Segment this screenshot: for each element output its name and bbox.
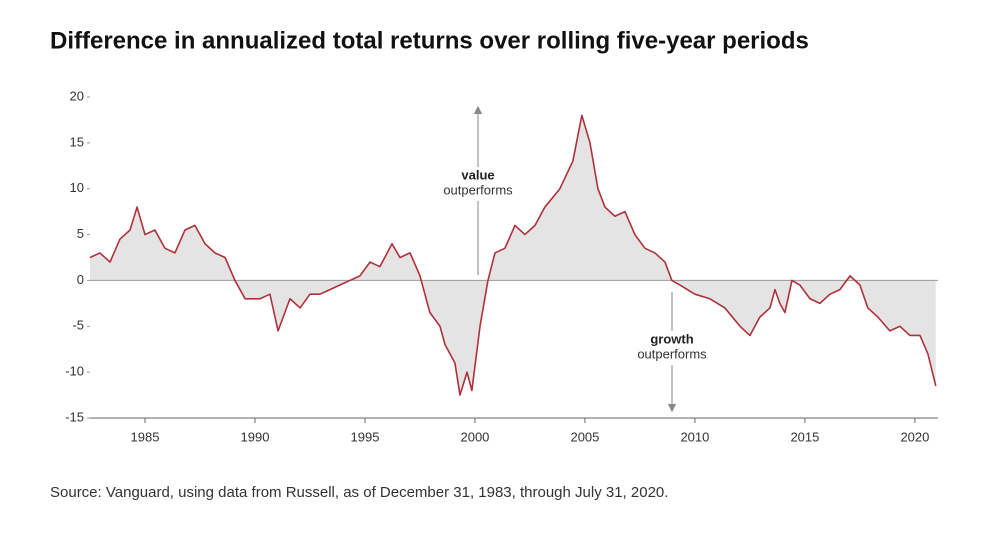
- y-tick-label: 0: [77, 272, 84, 287]
- y-tick-label: 15: [70, 134, 84, 149]
- area-fill: [90, 115, 936, 396]
- y-tick-label: 20: [70, 88, 84, 103]
- annotation-text: outperforms: [637, 346, 707, 361]
- chart-title: Difference in annualized total returns o…: [50, 27, 809, 54]
- y-tick-label: -5: [72, 318, 84, 333]
- x-tick-label: 2000: [460, 429, 489, 444]
- annotation-bg: [434, 167, 522, 201]
- x-tick-label: 2005: [570, 429, 599, 444]
- source-note: Source: Vanguard, using data from Russel…: [50, 484, 668, 501]
- line: [89, 114, 937, 396]
- x-tick-label: 2010: [680, 429, 709, 444]
- x-tick-label: 1995: [351, 429, 380, 444]
- annotation-title: growth: [650, 331, 693, 346]
- annotation-title: value: [461, 167, 494, 182]
- annotation-bg: [628, 331, 716, 365]
- y-tick-label: -15: [65, 409, 84, 424]
- x-tick-label: 2020: [900, 429, 929, 444]
- y-tick-label: 5: [77, 226, 84, 241]
- y-tick-label: -10: [65, 364, 84, 379]
- y-tick-label: 10: [70, 180, 84, 195]
- x-tick-label: 1985: [131, 429, 160, 444]
- x-tick-label: 2015: [790, 429, 819, 444]
- annotation-text: outperforms: [443, 182, 513, 197]
- x-tick-label: 1990: [241, 429, 270, 444]
